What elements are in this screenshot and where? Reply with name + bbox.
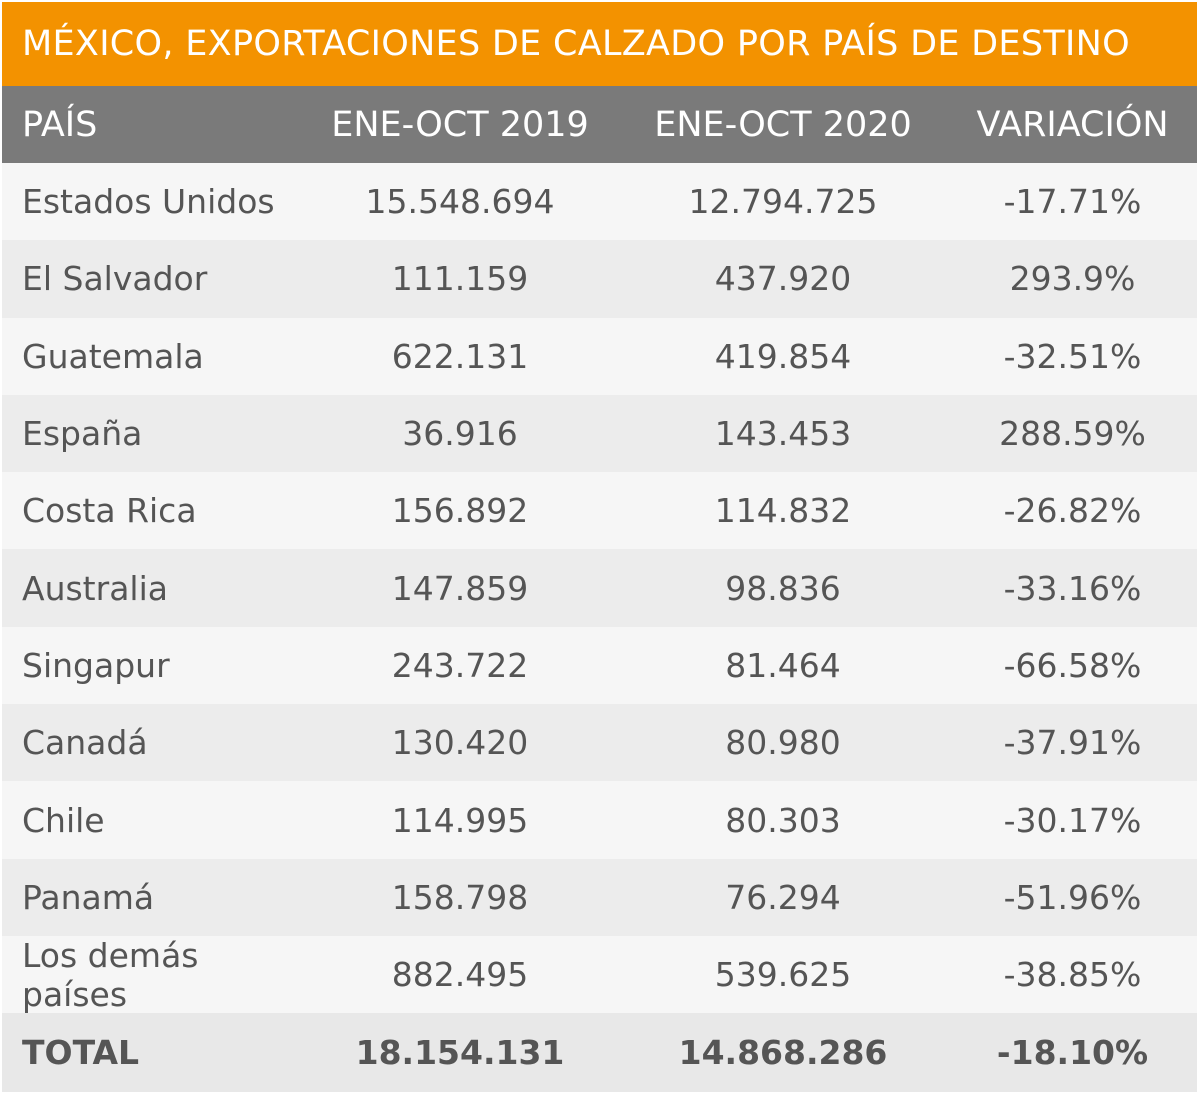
cell-variation: -51.96% [1003,877,1142,917]
table-row: Canadá 130.420 80.980 -37.91% [2,704,1197,782]
cell-2019: 114.995 [391,800,529,840]
cell-2019: 158.798 [391,877,529,917]
cell-variation: -26.82% [1003,491,1142,531]
cell-country: España [22,414,143,454]
cell-country: Singapur [22,645,170,685]
cell-2019: 111.159 [391,259,529,299]
cell-variation: -32.51% [1003,336,1142,376]
cell-2020: 437.920 [714,259,852,299]
table-row: Australia 147.859 98.836 -33.16% [2,549,1197,627]
cell-2020: 114.832 [714,491,852,531]
cell-variation: -33.16% [1003,568,1142,608]
cell-2019: 156.892 [391,491,529,531]
cell-country: Chile [22,800,105,840]
cell-2019: 622.131 [391,336,529,376]
cell-variation: -38.85% [1003,955,1142,995]
cell-2019: 15.548.694 [365,182,555,222]
table-title: MÉXICO, EXPORTACIONES DE CALZADO POR PAÍ… [2,2,1197,86]
cell-country: El Salvador [22,259,208,299]
cell-2019: 147.859 [391,568,529,608]
cell-country: Australia [22,568,168,608]
cell-country: Estados Unidos [22,182,275,222]
cell-country: Costa Rica [22,491,197,531]
cell-country: Guatemala [22,336,204,376]
cell-variation: 293.9% [1009,259,1136,299]
header-2020: ENE-OCT 2020 [654,104,912,145]
table-row: Costa Rica 156.892 114.832 -26.82% [2,472,1197,550]
table-row: Panamá 158.798 76.294 -51.96% [2,858,1197,936]
cell-2020: 539.625 [714,955,852,995]
cell-2020: 81.464 [725,645,841,685]
cell-country: Canadá [22,723,148,763]
header-variation: VARIACIÓN [976,104,1169,145]
table-row: España 36.916 143.453 288.59% [2,394,1197,473]
total-row: TOTAL 18.154.131 14.868.286 -18.10% [2,1013,1197,1093]
cell-2020: 143.453 [714,414,852,454]
total-2020: 14.868.286 [678,1033,888,1073]
cell-variation: 288.59% [999,414,1146,454]
total-2019: 18.154.131 [355,1033,565,1073]
cell-country: Panamá [22,877,155,917]
table-row: Guatemala 622.131 419.854 -32.51% [2,317,1197,395]
cell-2019: 36.916 [402,414,518,454]
cell-variation: -17.71% [1003,182,1142,222]
cell-variation: -66.58% [1003,645,1142,685]
header-country: PAÍS [22,104,98,145]
header-2019: ENE-OCT 2019 [331,104,589,145]
cell-2020: 419.854 [714,336,852,376]
total-label: TOTAL [22,1033,140,1073]
table-row: El Salvador 111.159 437.920 293.9% [2,240,1197,318]
cell-variation: -30.17% [1003,800,1142,840]
cell-2019: 882.495 [391,955,529,995]
cell-2019: 243.722 [391,645,529,685]
cell-2020: 12.794.725 [688,182,878,222]
cell-country: Los demás países [22,935,199,1014]
cell-2020: 80.980 [725,723,841,763]
cell-2019: 130.420 [391,723,529,763]
cell-2020: 98.836 [725,568,841,608]
cell-2020: 76.294 [725,877,841,917]
table-row: Singapur 243.722 81.464 -66.58% [2,626,1197,705]
cell-2020: 80.303 [725,800,841,840]
total-variation: -18.10% [996,1033,1149,1073]
table-row: Los demás países 882.495 539.625 -38.85% [2,935,1197,1014]
table-row: Estados Unidos 15.548.694 12.794.725 -17… [2,163,1197,241]
table-row: Chile 114.995 80.303 -30.17% [2,781,1197,859]
cell-variation: -37.91% [1003,723,1142,763]
header-row: PAÍS ENE-OCT 2019 ENE-OCT 2020 VARIACIÓN [2,86,1197,163]
